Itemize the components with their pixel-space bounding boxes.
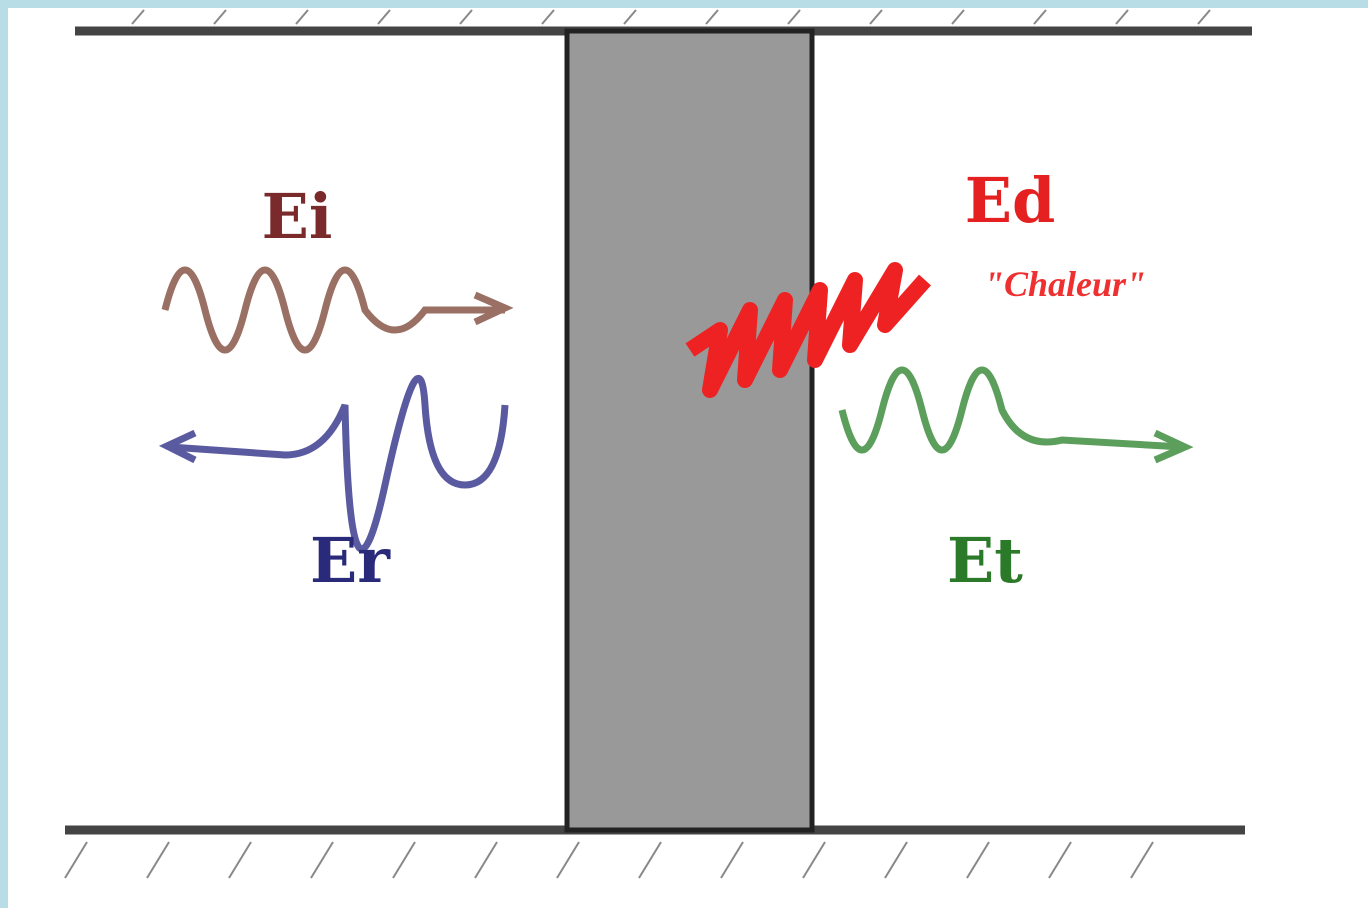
material-slab [567,31,812,830]
reflected-label: Er [310,524,391,597]
dissipated-label: Ed [965,164,1056,237]
diagram: Ei Er Ed "Chaleur" Et [8,8,1368,908]
incident-label: Ei [262,180,333,253]
transmitted-label: Et [947,524,1023,597]
dissipated-note: "Chaleur" [984,264,1146,304]
page: Ei Er Ed "Chaleur" Et (() => { const dat… [0,0,1368,908]
